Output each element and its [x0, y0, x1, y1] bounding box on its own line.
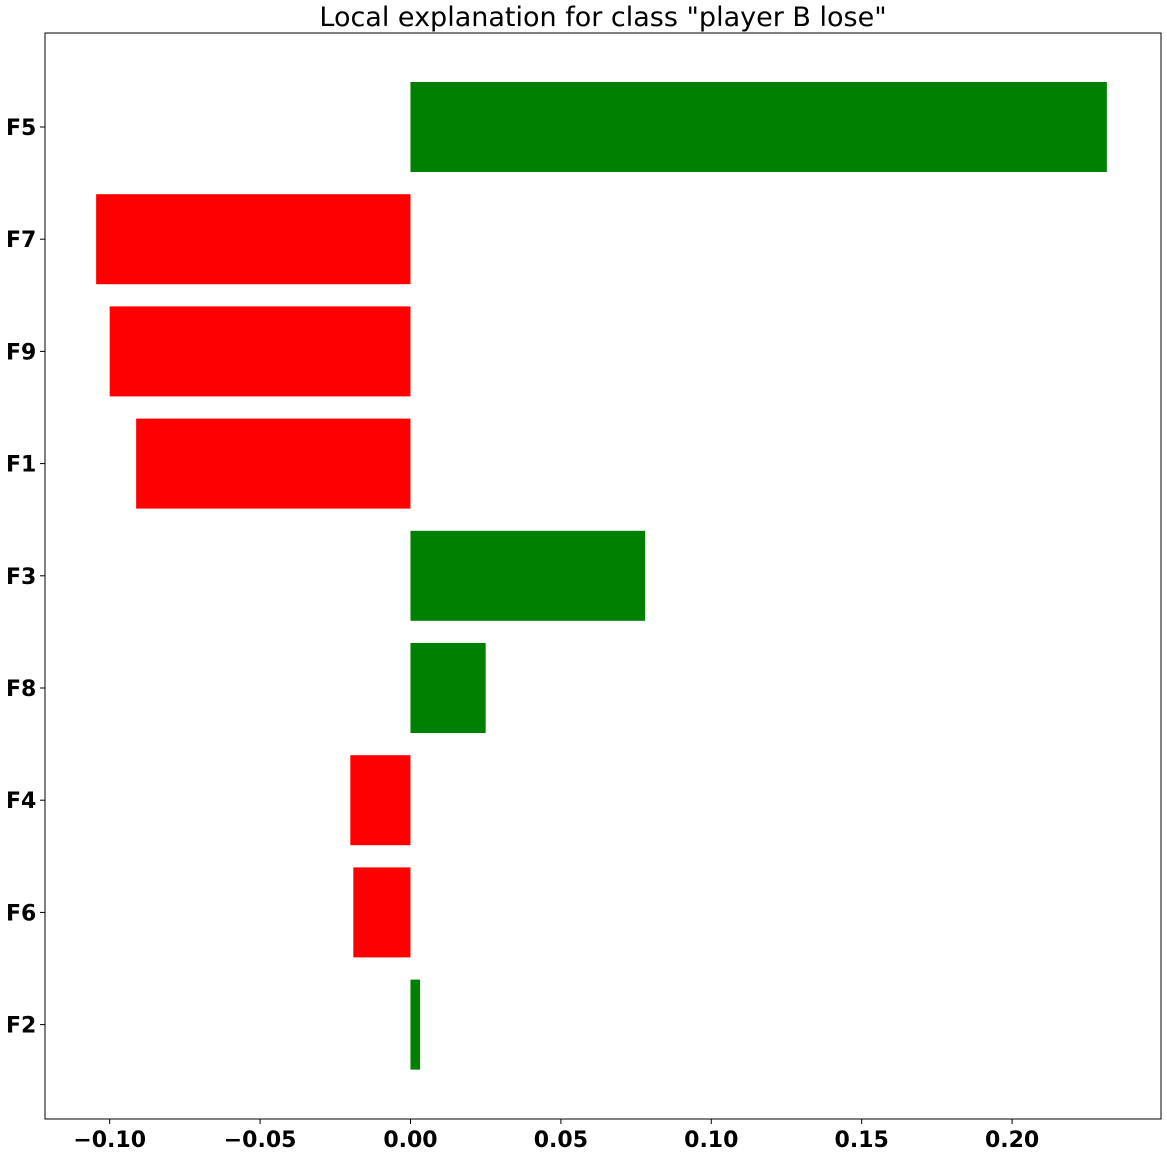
- x-tick-label: 0.00: [383, 1128, 437, 1153]
- y-tick-label: F9: [6, 340, 36, 365]
- bar-f4: [350, 755, 411, 846]
- chart-title: Local explanation for class "player B lo…: [319, 2, 887, 33]
- bar-f1: [136, 418, 411, 509]
- y-tick-label: F8: [6, 677, 36, 702]
- bar-f8: [410, 643, 486, 733]
- x-tick-label: −0.05: [224, 1128, 297, 1153]
- y-axis: F5 F7 F9 F1 F3 F8 F4 F6 F2: [6, 116, 45, 1039]
- x-tick-label: 0.20: [985, 1128, 1039, 1153]
- x-tick-label: 0.05: [534, 1128, 588, 1153]
- bar-f3: [410, 530, 646, 621]
- bar-f6: [353, 867, 411, 958]
- y-tick-label: F4: [6, 789, 36, 814]
- y-tick-label: F5: [6, 116, 36, 141]
- x-tick-label: −0.10: [73, 1128, 146, 1153]
- y-tick-label: F3: [6, 565, 36, 590]
- x-tick-label: 0.15: [835, 1128, 889, 1153]
- y-tick-label: F2: [6, 1014, 36, 1039]
- bar-f9: [109, 306, 411, 397]
- y-tick-label: F1: [6, 453, 36, 478]
- bar-f7: [96, 194, 411, 285]
- x-axis: −0.10 −0.05 0.00 0.05 0.10 0.15 0.20: [73, 1119, 1039, 1153]
- y-tick-label: F7: [6, 228, 36, 253]
- y-tick-label: F6: [6, 901, 36, 926]
- x-tick-label: 0.10: [684, 1128, 738, 1153]
- bars-group: [96, 82, 1107, 1070]
- bar-f2: [410, 979, 421, 1070]
- bar-f5: [410, 82, 1107, 172]
